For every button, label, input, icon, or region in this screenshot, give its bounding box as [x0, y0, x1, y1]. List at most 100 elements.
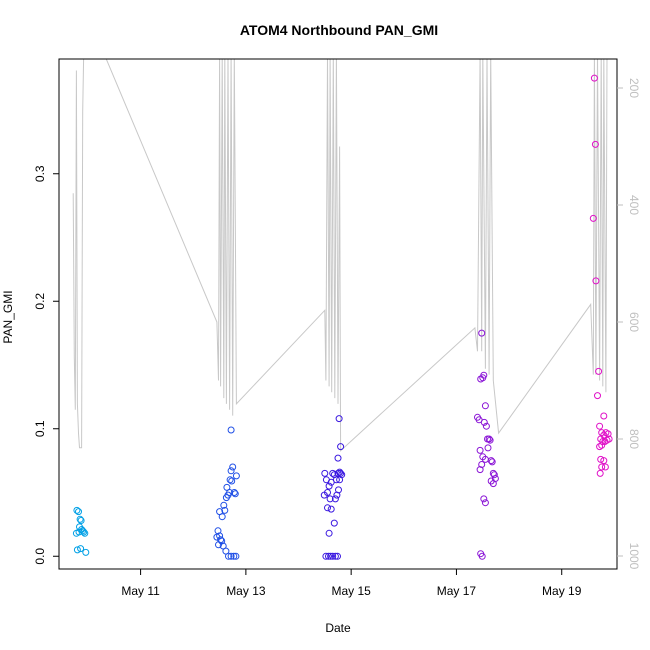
- x-tick-label: May 15: [331, 584, 371, 598]
- scatter-point: [594, 392, 601, 400]
- scatter-point: [482, 422, 490, 430]
- scatter-point: [592, 277, 600, 285]
- series-5: [589, 74, 613, 477]
- scatter-point: [486, 436, 494, 444]
- scatter-point: [336, 476, 344, 484]
- y-tick-label: 0.0: [33, 548, 47, 565]
- scatter-point: [478, 461, 486, 468]
- scatter-point: [484, 444, 492, 452]
- scatter-point: [75, 508, 82, 516]
- scatter-point: [82, 548, 90, 556]
- series-layer: [72, 59, 613, 560]
- scatter-point: [335, 415, 343, 423]
- x-axis-title: Date: [325, 621, 351, 635]
- series-2: [213, 426, 240, 560]
- y-tick-label: 0.3: [33, 165, 47, 182]
- scatter-point: [480, 371, 488, 379]
- scatter-point: [600, 412, 608, 420]
- scatter-point: [591, 140, 599, 148]
- scatter-point: [334, 552, 341, 560]
- scatter-point: [590, 74, 598, 82]
- scatter-point: [480, 495, 488, 503]
- scatter-point: [480, 418, 488, 426]
- y-tick-label: 0.2: [33, 293, 47, 310]
- series-1: [72, 506, 90, 556]
- scatter-point: [73, 506, 81, 514]
- scatter-point: [232, 472, 240, 480]
- scatter-point: [230, 489, 238, 496]
- scatter-point: [489, 480, 497, 488]
- secondary-line: [72, 59, 608, 452]
- scatter-point: [81, 529, 89, 537]
- scatter-point: [77, 545, 85, 553]
- y2-tick-label: 200: [627, 78, 641, 98]
- scatter-point: [599, 438, 607, 445]
- scatter-point: [478, 329, 486, 337]
- scatter-point: [331, 495, 339, 503]
- scatter-point: [337, 469, 345, 477]
- scatter-point: [80, 528, 88, 536]
- scatter-point: [488, 458, 496, 466]
- x-tick-label: May 19: [542, 584, 582, 598]
- x-tick-label: May 13: [226, 584, 266, 598]
- scatter-point: [230, 552, 238, 560]
- scatter-point: [597, 455, 605, 463]
- y-axis-title: PAN_GMI: [1, 290, 15, 343]
- scatter-point: [232, 552, 240, 560]
- scatter-point: [331, 552, 339, 560]
- scatter-point: [329, 552, 337, 560]
- scatter-point: [227, 552, 235, 560]
- series-3: [320, 415, 346, 560]
- scatter-point: [228, 477, 236, 485]
- y2-tick-label: 800: [627, 429, 641, 449]
- scatter-point: [481, 499, 489, 507]
- scatter-point: [476, 446, 484, 454]
- y2-tick-label: 600: [627, 312, 641, 332]
- scatter-point: [325, 552, 332, 560]
- scatter-point: [600, 457, 608, 465]
- scatter-point: [324, 504, 331, 512]
- scatter-point: [221, 506, 229, 514]
- scatter-point: [485, 435, 493, 443]
- x-tick-label: May 17: [437, 584, 477, 598]
- scatter-point: [332, 476, 340, 484]
- scatter-point: [598, 463, 606, 471]
- scatter-point: [322, 552, 330, 560]
- y2-tick-label: 1000: [627, 543, 641, 570]
- scatter-point: [601, 463, 609, 471]
- scatter-point: [596, 469, 604, 477]
- scatter-point: [326, 495, 334, 503]
- scatter-point: [595, 367, 603, 375]
- scatter-point: [77, 517, 85, 524]
- scatter-point: [227, 426, 235, 434]
- series-4: [474, 329, 499, 560]
- scatter-point: [327, 505, 335, 513]
- scatter-point: [477, 375, 485, 383]
- scatter-point: [335, 486, 342, 494]
- scatter-point: [334, 454, 342, 462]
- scatter-point: [478, 552, 486, 560]
- scatter-point: [223, 483, 231, 491]
- scatter-point: [337, 443, 345, 451]
- scatter-point: [76, 515, 84, 523]
- scatter-point: [481, 402, 489, 410]
- scatter-point: [490, 471, 498, 479]
- chart-title: ATOM4 Northbound PAN_GMI: [240, 22, 438, 38]
- scatter-point: [227, 467, 235, 475]
- scatter-point: [216, 508, 224, 516]
- scatter-point: [229, 463, 237, 471]
- plot-frame: [58, 58, 618, 570]
- scatter-point: [329, 469, 337, 477]
- scatter-point: [226, 476, 234, 484]
- scatter-point: [321, 469, 329, 477]
- scatter-point: [215, 541, 222, 549]
- scatter-point: [598, 441, 606, 449]
- scatter-point: [225, 552, 232, 560]
- scatter-point: [325, 529, 333, 537]
- scatter-point: [220, 501, 228, 509]
- scatter-point: [596, 422, 604, 430]
- scatter-point: [73, 546, 81, 554]
- scatter-point: [589, 214, 597, 222]
- scatter-point: [605, 435, 613, 443]
